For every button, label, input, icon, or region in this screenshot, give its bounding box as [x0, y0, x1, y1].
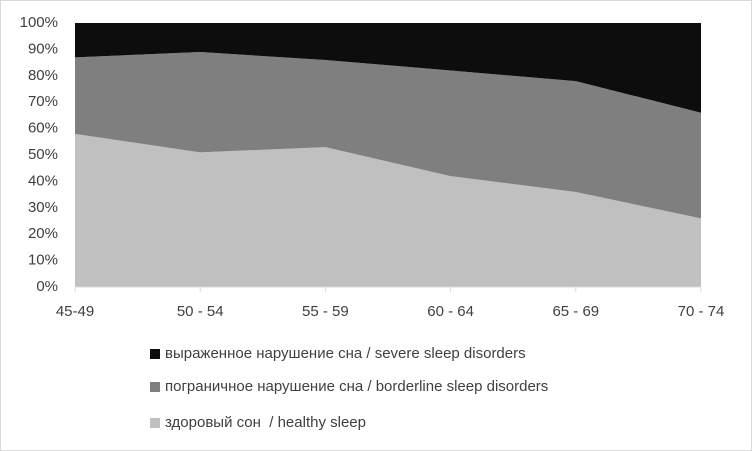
- legend-marker: [150, 349, 160, 359]
- y-tick-label: 90%: [28, 40, 58, 57]
- area: [75, 23, 701, 113]
- y-tick-label: 20%: [28, 225, 58, 242]
- x-tick-label: 60 - 64: [427, 303, 474, 320]
- legend-label: здоровый сон / healthy sleep: [165, 414, 366, 431]
- y-tick-label: 40%: [28, 172, 58, 189]
- y-tick-label: 80%: [28, 67, 58, 84]
- x-tick-label: 45-49: [56, 303, 94, 320]
- y-tick-label: 70%: [28, 93, 58, 110]
- y-tick-label: 60%: [28, 120, 58, 137]
- y-tick-label: 30%: [28, 199, 58, 216]
- legend-label: пограничное нарушение сна / borderline s…: [165, 378, 548, 395]
- y-tick-label: 100%: [20, 14, 58, 31]
- x-tick-label: 65 - 69: [552, 303, 599, 320]
- y-tick-label: 10%: [28, 252, 58, 269]
- legend-marker: [150, 418, 160, 428]
- x-tick-label: 70 - 74: [678, 303, 725, 320]
- x-tick-label: 50 - 54: [177, 303, 224, 320]
- y-tick-label: 0%: [36, 278, 58, 295]
- legend-marker: [150, 382, 160, 392]
- y-tick-label: 50%: [28, 146, 58, 163]
- area: [75, 52, 701, 219]
- legend-label: выраженное нарушение сна / severe sleep …: [165, 345, 526, 362]
- area: [75, 133, 701, 287]
- x-tick-label: 55 - 59: [302, 303, 349, 320]
